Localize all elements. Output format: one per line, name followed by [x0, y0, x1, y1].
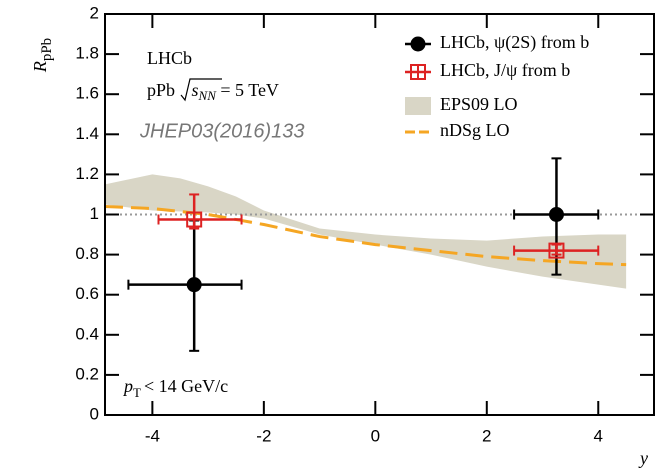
data-point [186, 277, 202, 293]
y-tick-label: 0.6 [75, 284, 99, 303]
y-tick-label: 0.2 [75, 364, 99, 383]
x-tick-label: -4 [145, 426, 160, 445]
cut-sub: T [133, 385, 141, 400]
y-tick-label: 0 [90, 404, 99, 423]
cut-label: pT < 14 GeV/c [122, 376, 228, 400]
cut-post: < 14 GeV/c [144, 376, 228, 396]
x-tick-label: 4 [594, 426, 603, 445]
experiment-label: LHCb [147, 48, 192, 68]
y-tick-label: 0.8 [75, 244, 99, 263]
energy-label: pPb sNN = 5 TeV [147, 80, 279, 103]
energy-sqrt: s [192, 80, 199, 100]
legend-label: LHCb, ψ(2S) from b [440, 32, 589, 53]
legend-label: EPS09 LO [440, 94, 518, 114]
energy-post: = 5 TeV [216, 80, 279, 100]
data-point [548, 242, 565, 259]
legend-swatch [405, 97, 431, 115]
y-tick-label: 1.6 [75, 84, 99, 103]
data-point [186, 211, 203, 228]
band [105, 174, 627, 289]
y-tick-label: 2 [90, 3, 99, 22]
x-tick-label: 2 [482, 426, 491, 445]
legend-label: nDSg LO [440, 120, 510, 140]
x-tick-label: 0 [371, 426, 380, 445]
legend-label: LHCb, J/ψ from b [440, 60, 570, 80]
x-axis-label: y [638, 448, 648, 468]
y-axis-label: RpPb [30, 38, 55, 73]
y-tick-label: 1.4 [75, 124, 99, 143]
x-tick-label: -2 [256, 426, 271, 445]
legend-marker [410, 36, 426, 52]
sqrt-sign [180, 78, 222, 102]
y-tick-label: 0.4 [75, 324, 99, 343]
y-tick-label: 1.2 [75, 164, 99, 183]
cut-main: p [122, 376, 133, 396]
legend-marker [410, 64, 426, 80]
y-tick-label: 1 [90, 204, 99, 223]
reference-label: JHEP03(2016)133 [139, 120, 305, 142]
y-tick-label: 1.8 [75, 44, 99, 63]
data-point [548, 207, 564, 222]
energy-pre: pPb [147, 80, 180, 100]
energy-sub: NN [198, 88, 218, 103]
y-axis-label-main: R [30, 61, 50, 73]
y-axis-label-sub: pPb [39, 38, 55, 61]
